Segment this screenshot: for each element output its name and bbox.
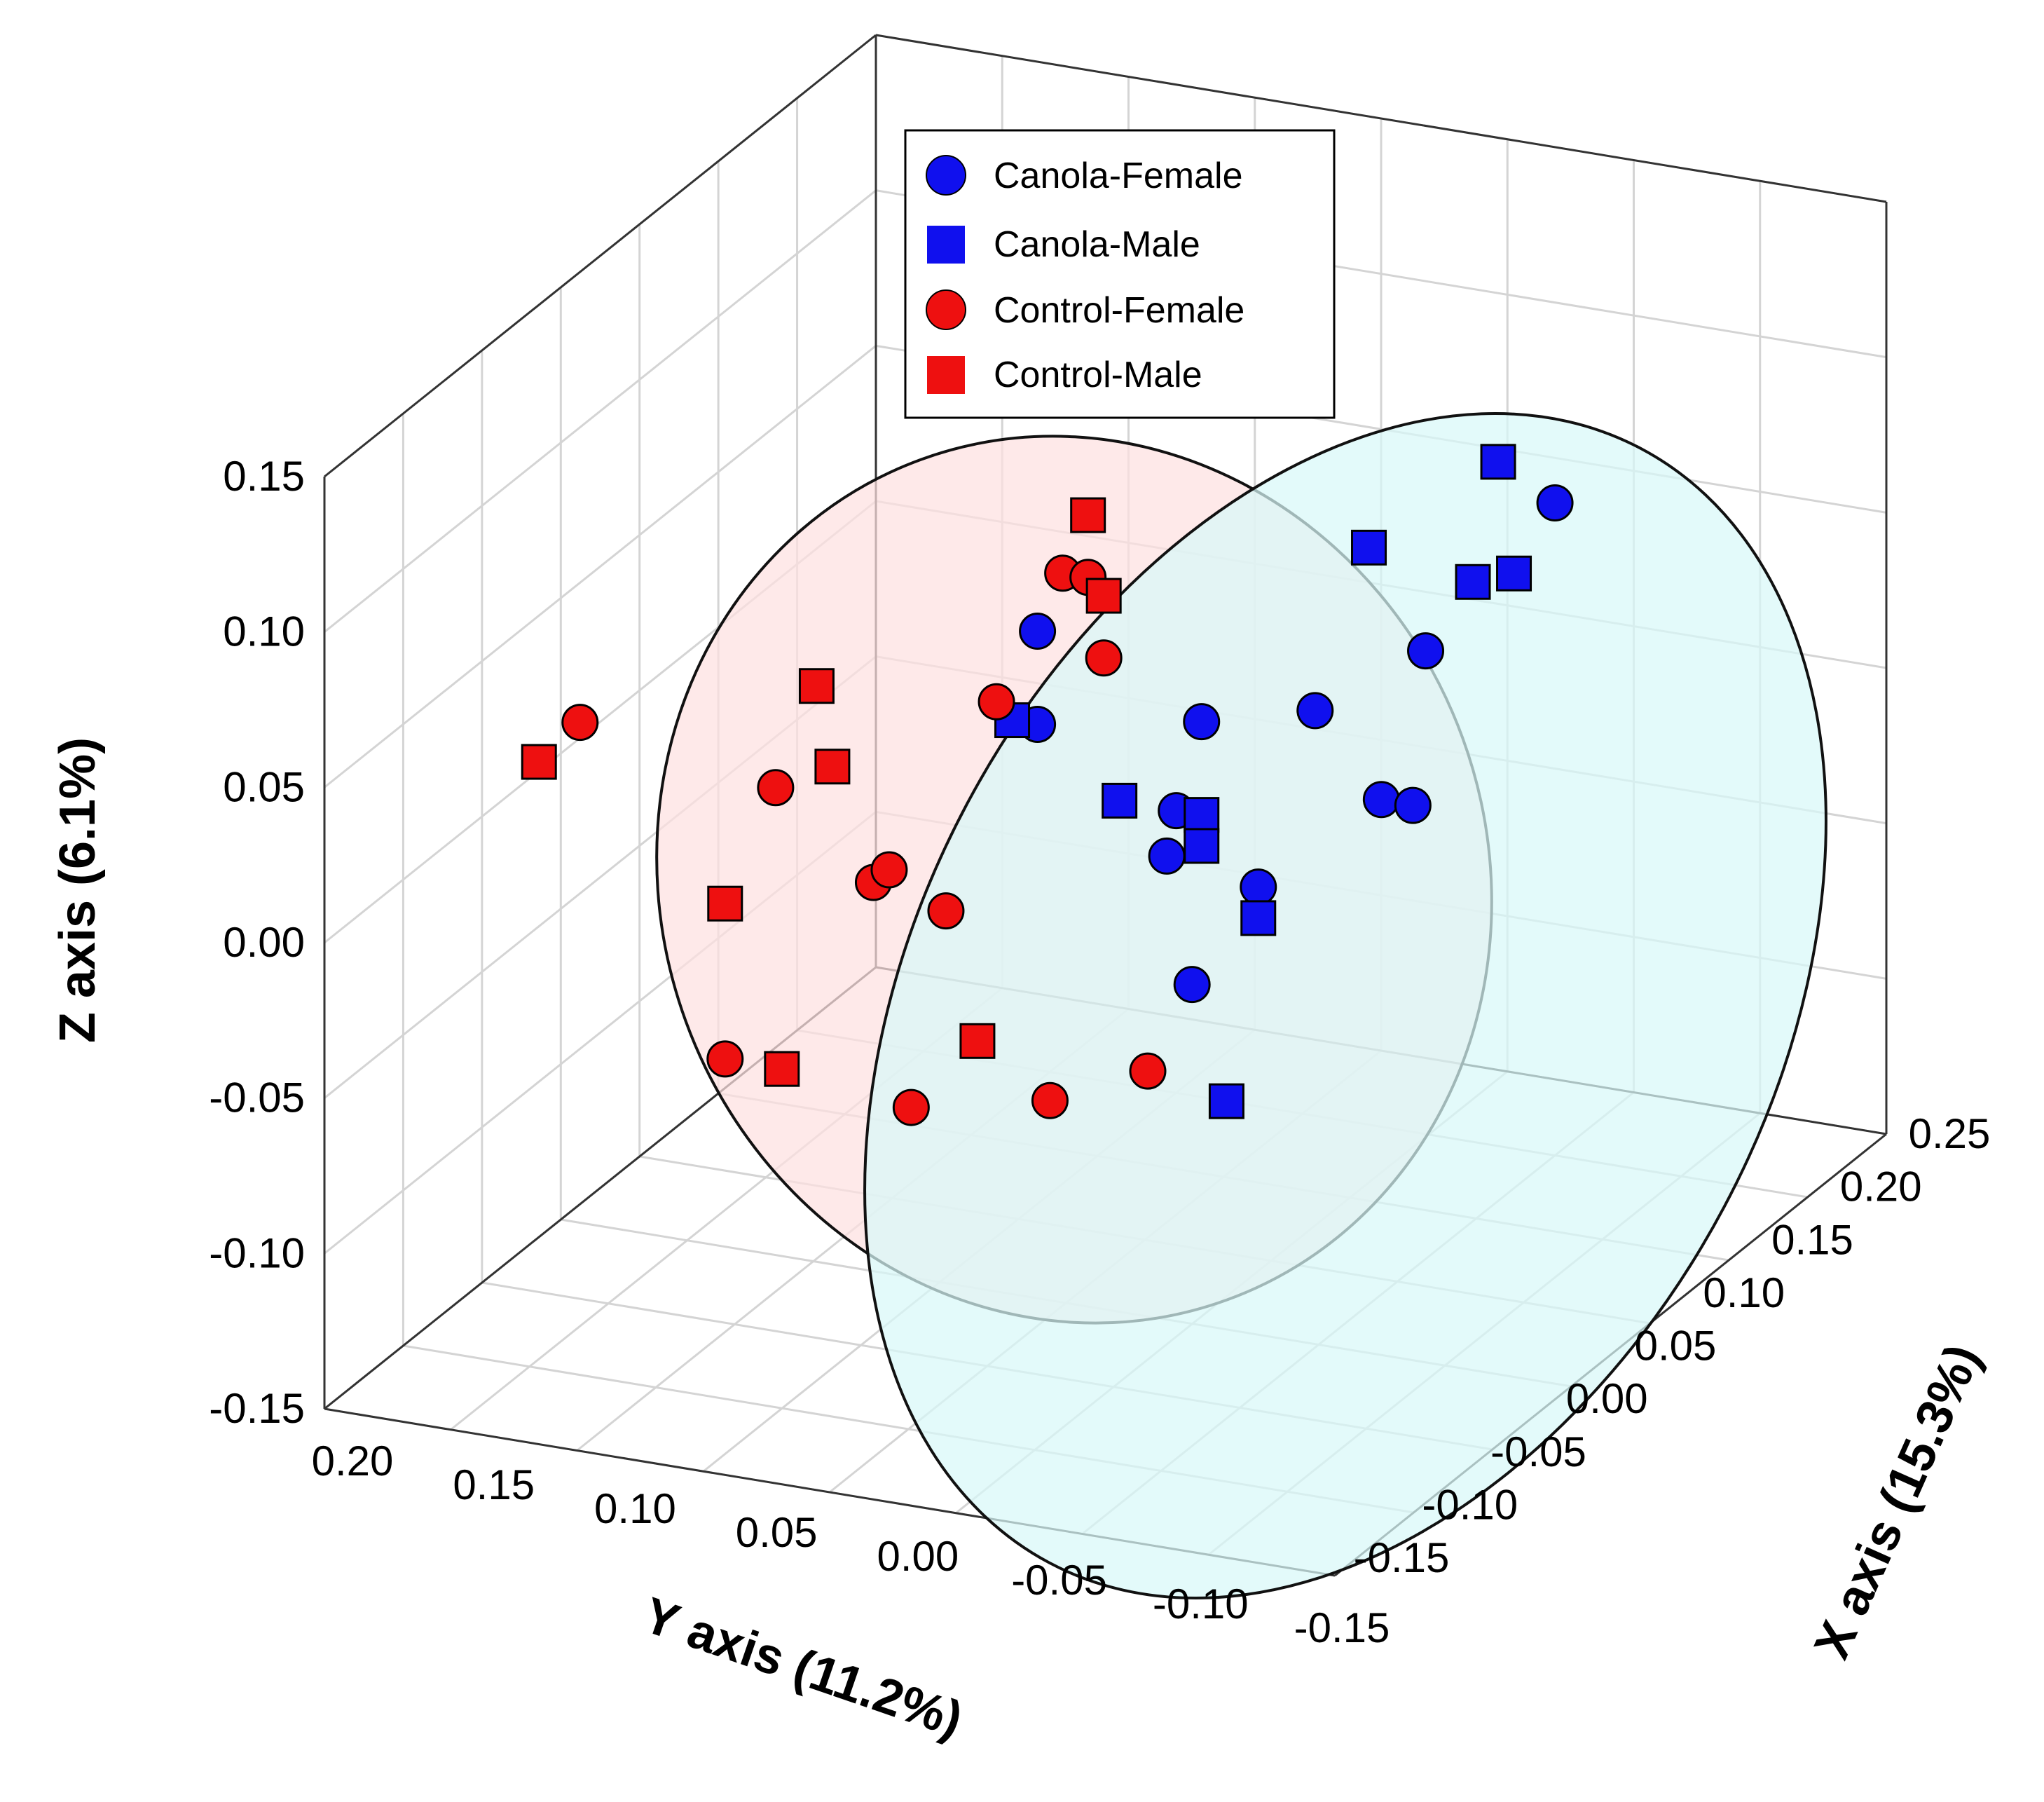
legend-label-control-male: Control-Male	[994, 355, 1202, 395]
point-control-male-1	[798, 668, 835, 704]
x-tick-2: -0.05	[1490, 1428, 1586, 1475]
point-control-male-4	[814, 749, 851, 785]
point-control-female-5	[757, 769, 795, 807]
legend: Canola-Female Canola-Male Control-Female…	[904, 129, 1336, 419]
z-axis-title: Z axis (6.1%)	[50, 737, 106, 1043]
y-tick-0: 0.20	[312, 1438, 394, 1484]
x-tick-3: 0.00	[1566, 1375, 1648, 1422]
z-tick-0: 0.15	[223, 453, 305, 500]
point-control-female-0	[561, 704, 599, 742]
point-control-female-8	[927, 892, 965, 930]
point-control-female-7	[870, 851, 908, 889]
point-control-female-9	[706, 1040, 744, 1078]
confidence-ellipses	[655, 412, 1827, 1599]
legend-item-canola-male: Canola-Male	[927, 224, 1200, 265]
point-control-male-5	[707, 885, 743, 922]
point-canola-male-3	[1496, 555, 1532, 592]
point-control-male-6	[764, 1051, 800, 1087]
x-axis-title: X axis (15.3%)	[1804, 1337, 1991, 1667]
y-tick-4: 0.00	[877, 1533, 959, 1580]
grid-line-13	[324, 189, 877, 633]
point-canola-male-8	[1240, 900, 1277, 936]
y-tick-6: -0.10	[1153, 1581, 1249, 1627]
point-control-male-3	[1085, 578, 1122, 614]
point-canola-female-0	[1536, 484, 1574, 521]
x-tick-0: -0.15	[1354, 1534, 1450, 1581]
point-canola-male-9	[1208, 1083, 1244, 1119]
z-tick-3: 0.00	[223, 919, 305, 966]
point-control-male-2	[1070, 497, 1106, 533]
point-canola-male-2	[1455, 564, 1491, 600]
point-canola-male-6	[1184, 797, 1220, 833]
legend-item-control-female: Control-Female	[926, 289, 1244, 331]
point-canola-female-7	[1362, 781, 1400, 819]
legend-marker-control-female	[926, 289, 966, 330]
point-control-female-3	[1085, 639, 1123, 677]
point-control-female-10	[892, 1088, 930, 1126]
grid-line-12	[324, 345, 877, 789]
x-tick-6: 0.15	[1771, 1216, 1853, 1263]
point-canola-male-5	[1102, 782, 1138, 819]
data-points	[521, 444, 1574, 1126]
ellipse-canola	[863, 412, 1827, 1599]
z-tick-6: -0.15	[209, 1385, 305, 1432]
point-canola-female-9	[1240, 868, 1277, 906]
point-canola-male-1	[1351, 529, 1387, 566]
legend-marker-canola-female	[926, 155, 966, 196]
y-tick-2: 0.10	[594, 1485, 676, 1532]
x-tick-7: 0.20	[1840, 1163, 1922, 1210]
point-control-female-4	[978, 683, 1015, 721]
legend-marker-control-male	[927, 356, 965, 394]
point-canola-female-5	[1296, 692, 1334, 730]
z-tick-4: -0.05	[209, 1074, 305, 1121]
legend-label-canola-male: Canola-Male	[994, 224, 1200, 265]
point-control-male-0	[521, 744, 557, 780]
point-canola-male-7	[1184, 828, 1220, 864]
point-canola-female-1	[1407, 632, 1445, 670]
z-tick-1: 0.10	[223, 608, 305, 655]
legend-label-control-female: Control-Female	[994, 290, 1244, 331]
z-tick-2: 0.05	[223, 763, 305, 810]
legend-marker-canola-male	[927, 226, 965, 264]
legend-label-canola-female: Canola-Female	[994, 156, 1243, 196]
frame-edge-top-right	[875, 34, 1887, 203]
tick-labels: 0.150.100.050.00-0.05-0.10-0.150.200.150…	[209, 453, 1990, 1651]
y-tick-5: -0.05	[1011, 1557, 1107, 1604]
legend-box	[904, 129, 1336, 419]
point-canola-female-2	[1019, 612, 1057, 650]
y-tick-7: -0.15	[1294, 1604, 1390, 1651]
legend-item-canola-female: Canola-Female	[926, 155, 1243, 196]
y-tick-3: 0.05	[736, 1509, 818, 1556]
x-tick-1: -0.10	[1422, 1481, 1518, 1528]
point-control-female-12	[1129, 1052, 1167, 1090]
point-canola-female-3	[1183, 703, 1221, 741]
legend-item-control-male: Control-Male	[927, 355, 1202, 395]
y-axis-title: Y axis (11.2%)	[636, 1587, 969, 1748]
x-tick-8: 0.25	[1909, 1110, 1991, 1157]
z-tick-5: -0.10	[209, 1229, 305, 1276]
point-control-male-7	[959, 1023, 996, 1059]
point-canola-female-8	[1148, 837, 1186, 875]
point-canola-male-0	[1480, 444, 1516, 480]
y-tick-1: 0.15	[453, 1461, 535, 1508]
point-canola-female-10	[1394, 786, 1432, 824]
frame-edge-top-left	[324, 34, 877, 478]
point-control-female-11	[1031, 1081, 1069, 1119]
x-tick-5: 0.10	[1703, 1269, 1785, 1316]
point-canola-female-11	[1173, 966, 1211, 1004]
x-tick-4: 0.05	[1635, 1323, 1717, 1370]
